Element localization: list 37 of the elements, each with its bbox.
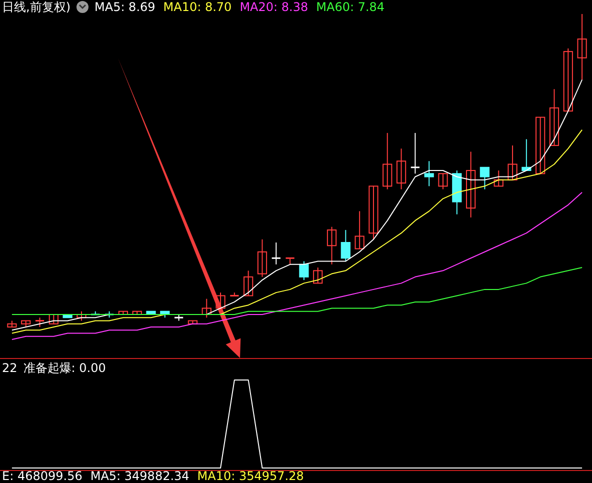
candlestick (271, 242, 282, 265)
candlestick (536, 116, 546, 174)
candlestick (368, 186, 378, 240)
candlestick (257, 238, 268, 278)
candlestick (76, 310, 86, 322)
candlestick (244, 270, 254, 296)
candlestick (508, 144, 518, 180)
candlestick (494, 170, 504, 187)
candlestick (549, 88, 560, 146)
candlestick (563, 48, 573, 112)
candlestick (577, 14, 587, 80)
text: MA5: 8.69 (94, 0, 156, 14)
candlestick (396, 148, 406, 190)
candlestick (424, 160, 434, 187)
candlestick (202, 298, 212, 318)
candlestick (34, 317, 45, 328)
text: MA20: 8.38 (240, 0, 308, 14)
chart-title: 22 (2, 361, 18, 375)
candlestick (326, 226, 337, 265)
candlestick (299, 260, 309, 281)
text: MA10: 8.70 (163, 0, 232, 14)
text: MA5: 349882.34 (90, 469, 190, 483)
text: E: 468099.56 (2, 469, 82, 483)
candlestick (438, 173, 448, 190)
candlestick (216, 292, 226, 309)
candlestick (340, 229, 350, 262)
text: 准备起爆: 0.00 (23, 361, 106, 375)
chart-title: 日线,前复权) (2, 0, 70, 14)
candlestick (313, 267, 323, 284)
candlestick (354, 210, 364, 250)
text: MA10: 354957.28 (197, 469, 304, 483)
candlestick (466, 151, 476, 218)
candlestick (382, 132, 392, 190)
candlestick (480, 166, 490, 190)
candlestick (48, 314, 58, 324)
candlestick (410, 132, 420, 174)
text: MA60: 7.84 (316, 0, 385, 14)
